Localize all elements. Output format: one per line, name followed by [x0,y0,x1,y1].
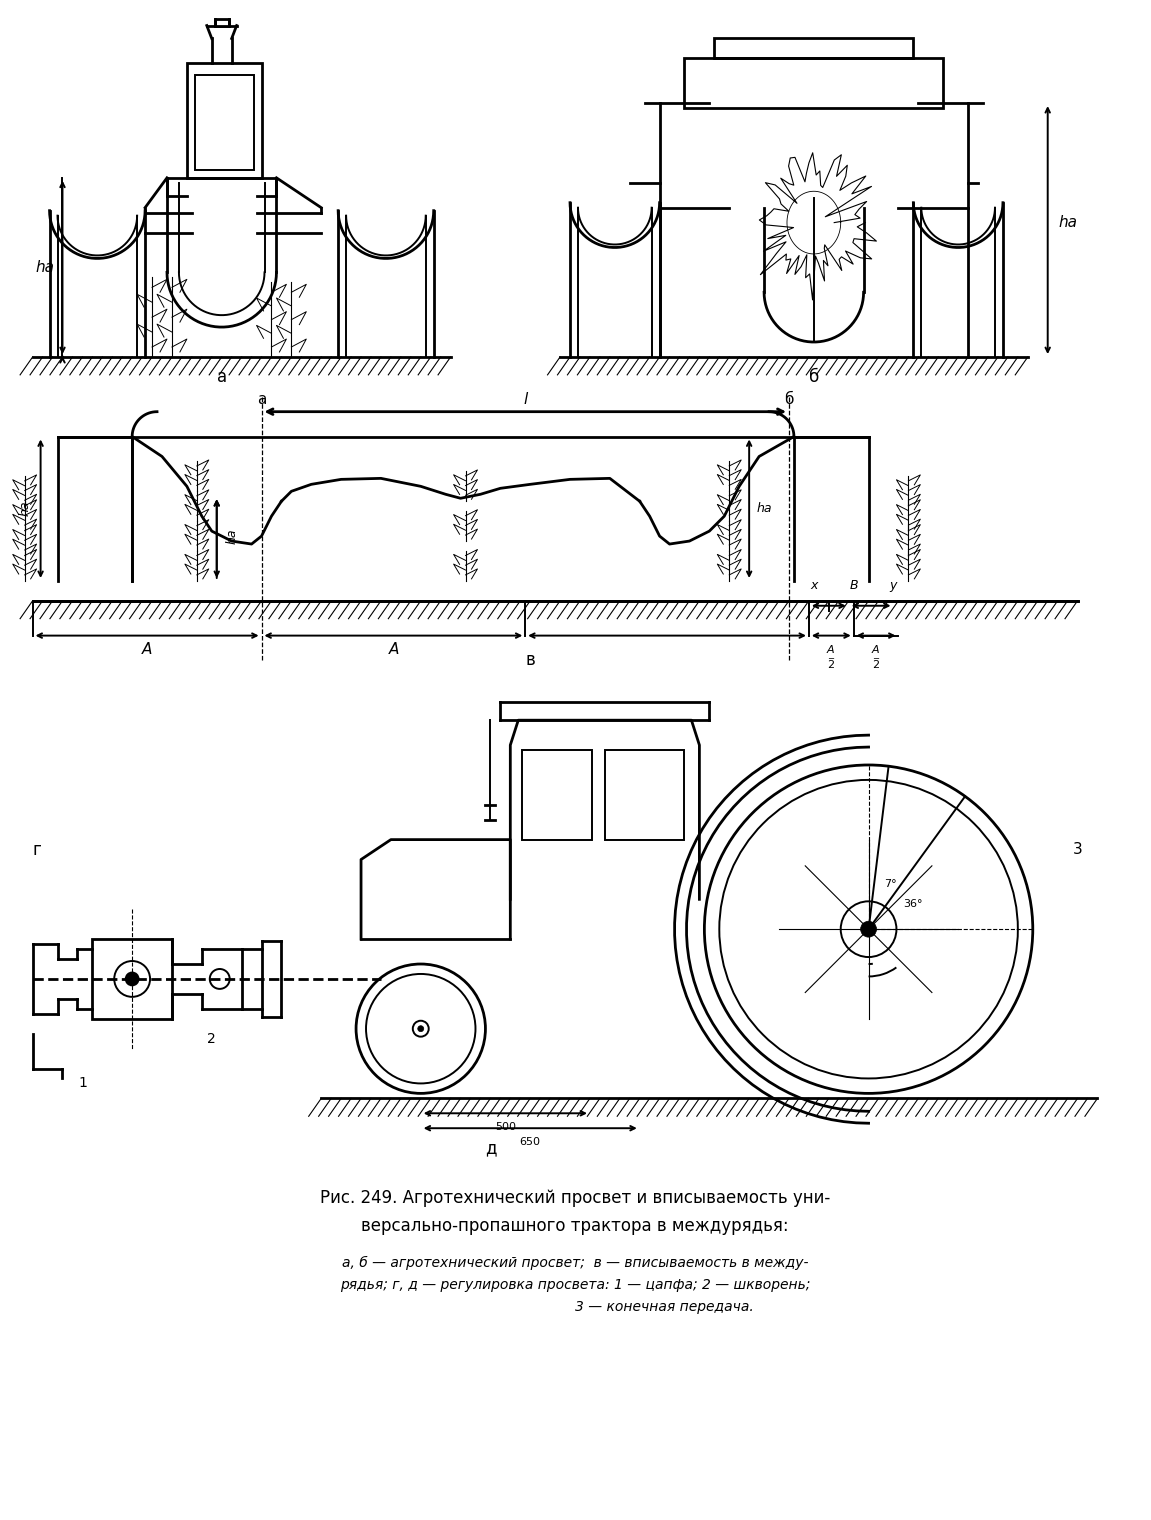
Text: hа: hа [1058,216,1077,230]
Text: l: l [523,392,527,407]
Text: 3 — конечная передача.: 3 — конечная передача. [576,1300,754,1315]
Text: 2: 2 [872,661,879,670]
Text: hа: hа [35,260,54,275]
Circle shape [418,1026,424,1032]
Text: A: A [389,641,399,657]
Text: hа: hа [226,529,238,544]
Text: ─: ─ [874,654,878,663]
Circle shape [127,973,138,985]
Text: 650: 650 [520,1137,541,1148]
Text: г: г [32,841,41,859]
Text: б: б [809,368,820,386]
Bar [215,18,229,26]
Text: 1: 1 [78,1076,86,1090]
Bar [715,38,914,58]
Text: A: A [826,644,834,655]
Text: 7°: 7° [884,880,897,889]
Text: б: б [784,392,794,407]
Text: 500: 500 [495,1122,516,1132]
Text: A: A [871,644,879,655]
Text: 3: 3 [1073,842,1082,857]
Text: Рис. 249. Агротехнический просвет и вписываемость уни-: Рис. 249. Агротехнический просвет и впис… [320,1189,830,1207]
Bar [186,64,261,178]
Text: 36°: 36° [904,900,923,909]
Text: A: A [142,641,152,657]
Text: B: B [849,579,857,593]
Bar [685,58,943,108]
Text: а: а [257,392,266,407]
Text: 2: 2 [207,1032,216,1046]
Text: hа: hа [18,500,31,515]
Text: д: д [485,1138,496,1157]
Bar [92,939,171,1018]
Text: y: y [890,579,897,593]
Text: в: в [525,652,535,669]
Circle shape [861,921,877,938]
Bar [195,76,253,170]
Bar [605,749,685,839]
Text: 2: 2 [828,661,834,670]
Text: а: а [216,368,227,386]
Text: рядья; г, д — регулировка просвета: 1 — цапфа; 2 — шкворень;: рядья; г, д — регулировка просвета: 1 — … [340,1278,810,1292]
Text: x: x [810,579,817,593]
Text: hа: hа [756,502,772,515]
Text: версально-пропашного трактора в междурядья:: версально-пропашного трактора в междуряд… [361,1216,788,1234]
Text: а, б — агротехнический просвет;  в — вписываемость в между-: а, б — агротехнический просвет; в — впис… [342,1256,808,1269]
Bar [523,749,592,839]
Text: ─: ─ [829,654,833,663]
